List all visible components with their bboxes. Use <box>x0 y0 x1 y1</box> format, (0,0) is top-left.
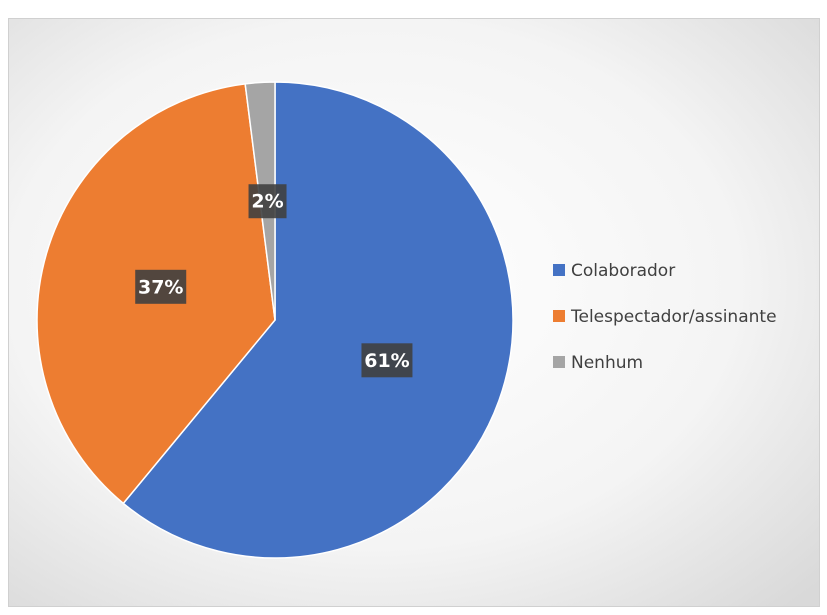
data-label: 61% <box>364 350 409 372</box>
data-label-box <box>135 269 187 304</box>
legend-label: Telespectador/assinante <box>570 307 777 327</box>
data-label: 37% <box>138 276 183 298</box>
data-label: 2% <box>251 191 283 213</box>
pie-slice <box>122 81 514 559</box>
data-label-box <box>248 184 287 219</box>
legend-label: Colaborador <box>571 261 675 281</box>
legend-swatch <box>553 264 565 276</box>
data-label-box <box>361 343 413 378</box>
legend-swatch <box>553 356 565 368</box>
legend-swatch <box>553 310 565 322</box>
legend-label: Nenhum <box>571 353 643 373</box>
